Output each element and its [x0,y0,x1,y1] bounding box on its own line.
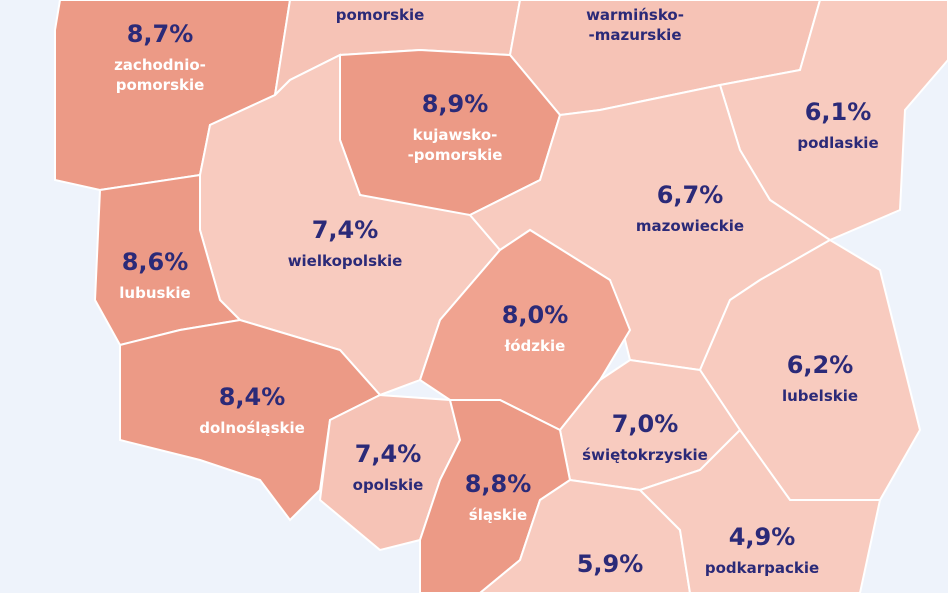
region-shape [638,428,882,593]
region-value: 8,8% [465,470,532,498]
region-name: podlaskie [797,134,878,152]
region-name: -pomorskie [408,146,503,164]
region-name: dolnośląskie [199,419,305,437]
regions [54,0,948,593]
region-value: 6,1% [805,98,872,126]
region-value: 8,9% [422,90,489,118]
region-name: kujawsko- [413,126,498,144]
region-name: podkarpackie [705,559,819,577]
region-value: 8,4% [219,383,286,411]
region-name: lubuskie [119,284,190,302]
region-name: pomorskie [336,6,425,24]
region-value: 6,2% [787,351,854,379]
region-value: 8,6% [122,248,189,276]
region-name: -mazurskie [588,26,681,44]
region-name: opolskie [353,476,424,494]
region-name: zachodnio- [114,56,206,74]
region-name: mazowieckie [636,217,744,235]
region-value: 7,4% [312,216,379,244]
region-name: pomorskie [116,76,205,94]
region-name: wielkopolskie [288,252,403,270]
region-name: świętokrzyskie [582,446,708,464]
region-name: śląskie [469,506,527,524]
region-value: 7,4% [355,440,422,468]
region-value: 6,7% [657,181,724,209]
region-value: 8,7% [127,20,194,48]
region-value: 8,0% [502,301,569,329]
region-name: warmińsko- [586,6,684,24]
region-value: 7,0% [612,410,679,438]
region-name: lubelskie [782,387,858,405]
region-value: 5,9% [577,550,644,578]
region-value: 4,9% [729,523,796,551]
region-name: łódzkie [504,337,566,355]
